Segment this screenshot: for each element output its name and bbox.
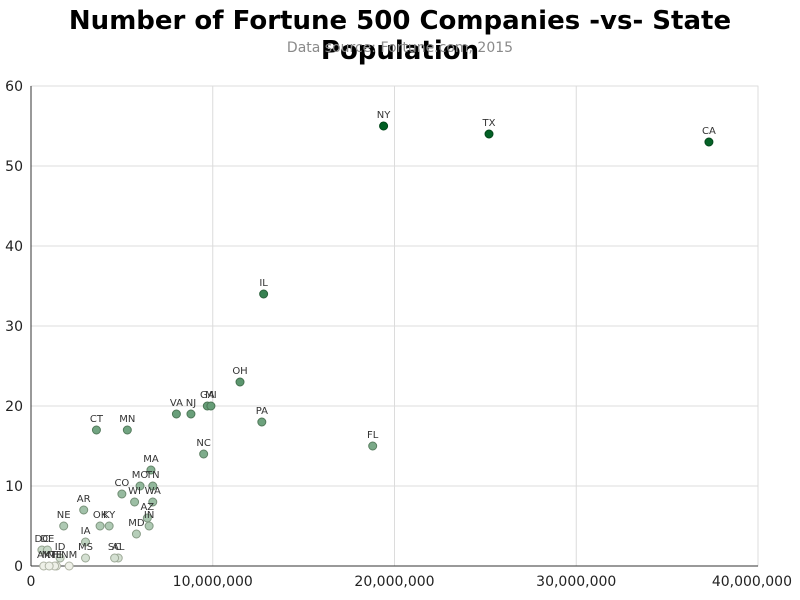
point-label-va: VA (170, 398, 183, 409)
data-point-ny (379, 121, 389, 131)
point-label-oh: OH (232, 366, 247, 377)
point-label-nm: NM (61, 550, 77, 561)
x-tick-label: 30,000,000 (536, 574, 616, 590)
point-label-ky: KY (103, 510, 116, 521)
data-point-ky (104, 521, 114, 531)
data-point-ne (59, 521, 69, 531)
point-label-ct: CT (90, 414, 104, 425)
data-point-mi (206, 401, 216, 411)
x-tick-label: 0 (27, 574, 36, 590)
point-label-mt: MT (42, 550, 58, 561)
point-label-fl: FL (367, 430, 379, 441)
data-point-in (144, 521, 154, 531)
data-point-ok (95, 521, 105, 531)
point-label-ia: IA (81, 526, 91, 537)
data-point-id (55, 553, 65, 563)
point-label-ny: NY (377, 110, 391, 121)
y-tick-label: 50 (5, 159, 23, 175)
point-label-de: DE (40, 534, 54, 545)
tick-labels: 0 10 20 30 40 50 60 0 10,000,000 20,000,000 30,000… (5, 79, 792, 590)
chart-subtitle: Data source: Fortune.com, 2015 (286, 40, 514, 56)
point-label-mn: MN (119, 414, 135, 425)
point-label-hi: HI (51, 550, 61, 561)
x-tick-label: 20,000,000 (354, 574, 434, 590)
data-point-pa (257, 417, 267, 427)
point-label-ma: MA (143, 454, 159, 465)
point-label-pa: PA (256, 406, 268, 417)
data-point-md (131, 529, 141, 539)
point-label-ar: AR (77, 494, 91, 505)
data-point-va (171, 409, 181, 419)
data-point-wi (130, 497, 140, 507)
point-label-ak: AK (37, 550, 51, 561)
point-label-tn: TN (145, 470, 160, 481)
chart-title: Number of Fortune 500 Companies -vs- Sta… (68, 6, 732, 66)
point-label-dc: DC (35, 534, 50, 545)
data-point-fl (368, 441, 378, 451)
y-tick-label: 40 (5, 239, 23, 255)
grid-lines (30, 85, 759, 567)
point-label-ga: GA (200, 390, 215, 401)
point-label-mi: MI (205, 390, 217, 401)
point-label-az: AZ (140, 502, 154, 513)
y-tick-label: 30 (5, 319, 23, 335)
data-point-il (259, 289, 269, 299)
point-label-ms: MS (78, 542, 93, 553)
point-label-co: CO (114, 478, 129, 489)
y-tick-label: 60 (5, 79, 23, 95)
x-tick-label: 40,000,000 (712, 574, 792, 590)
point-label-al: AL (112, 542, 125, 553)
data-point-mo (135, 481, 145, 491)
point-label-md: MD (128, 518, 145, 529)
y-tick-label: 20 (5, 399, 23, 415)
data-point-mt (44, 561, 54, 571)
data-point-tx (484, 129, 494, 139)
data-point-co (117, 489, 127, 499)
data-point-oh (235, 377, 245, 387)
data-point-nc (199, 449, 209, 459)
point-label-tx: TX (482, 118, 496, 129)
point-label-ne: NE (57, 510, 71, 521)
point-label-in: IN (144, 510, 154, 521)
point-label-nj: NJ (186, 398, 196, 409)
data-point-ca (704, 137, 714, 147)
point-label-nc: NC (196, 438, 210, 449)
axes (30, 86, 758, 567)
point-label-ca: CA (702, 126, 716, 137)
y-tick-label: 10 (5, 479, 23, 495)
data-point-wa (148, 497, 158, 507)
y-tick-label: 0 (14, 559, 23, 575)
data-point-nm (64, 561, 74, 571)
x-tick-label: 10,000,000 (173, 574, 253, 590)
point-label-wa: WA (145, 486, 161, 497)
data-point-ar (79, 505, 89, 515)
data-point-ma (146, 465, 156, 475)
point-label-mo: MO (132, 470, 149, 481)
data-point-ms (81, 553, 91, 563)
point-label-il: IL (259, 278, 268, 289)
data-point-de (42, 545, 52, 555)
point-label-id: ID (55, 542, 66, 553)
data-point-mn (122, 425, 132, 435)
point-label-wi: WI (128, 486, 141, 497)
data-point-sc (110, 553, 120, 563)
data-point-nj (186, 409, 196, 419)
data-point-ct (91, 425, 101, 435)
point-label-sc: SC (108, 542, 121, 553)
point-label-me: ME (47, 550, 62, 561)
data-point-tn (148, 481, 158, 491)
data-point-ia (81, 537, 91, 547)
point-label-ok: OK (93, 510, 108, 521)
